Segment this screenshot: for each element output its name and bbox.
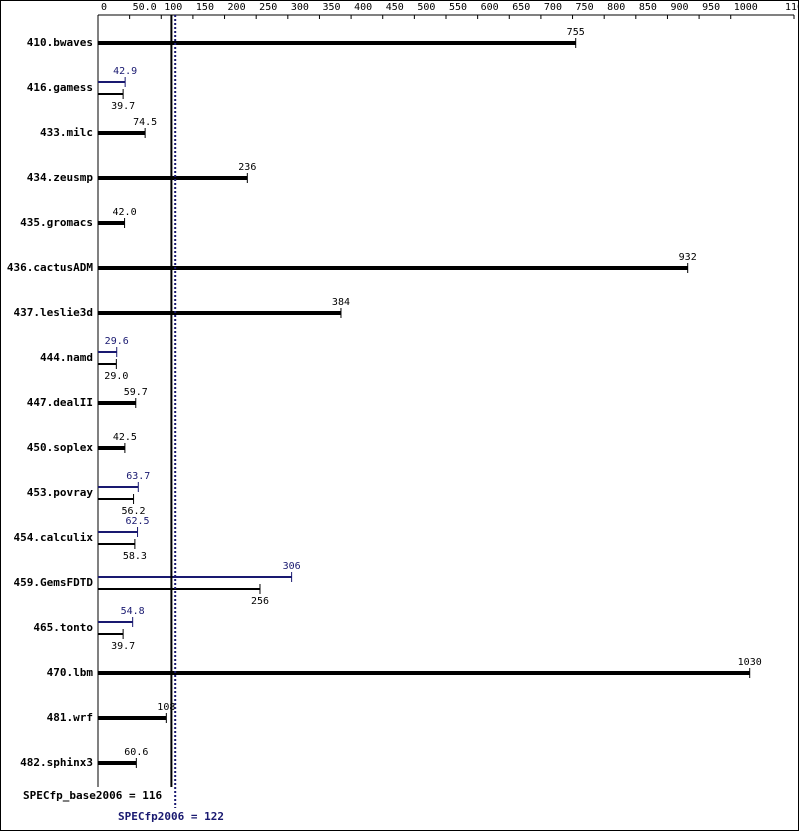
- x-tick-label: 300: [291, 2, 309, 13]
- value-label: 1030: [738, 657, 762, 668]
- value-label: 932: [679, 252, 697, 263]
- category-label: 465.tonto: [33, 621, 93, 634]
- x-tick-label: 1100: [785, 2, 799, 13]
- x-tick-label: 600: [481, 2, 499, 13]
- category-label: 450.soplex: [27, 441, 94, 454]
- category-label: 482.sphinx3: [20, 756, 93, 769]
- x-tick-label: 150: [196, 2, 214, 13]
- x-tick-label: 350: [322, 2, 340, 13]
- x-tick-label: 700: [544, 2, 562, 13]
- x-tick-label: 250: [259, 2, 277, 13]
- category-label: 447.dealII: [27, 396, 93, 409]
- x-tick-label: 800: [607, 2, 625, 13]
- value-label: 236: [238, 162, 256, 173]
- x-tick-label: 400: [354, 2, 372, 13]
- value-label: 755: [567, 27, 585, 38]
- x-tick-label: 100: [164, 2, 182, 13]
- value-label: 29.0: [104, 371, 128, 382]
- category-label: 416.gamess: [27, 81, 93, 94]
- category-label: 433.milc: [40, 126, 93, 139]
- value-label: 56.2: [122, 506, 146, 517]
- x-tick-label: 550: [449, 2, 467, 13]
- value-label: 59.7: [124, 387, 148, 398]
- category-label: 434.zeusmp: [27, 171, 94, 184]
- x-tick-label: 900: [670, 2, 688, 13]
- value-label: 60.6: [124, 747, 148, 758]
- category-label: 459.GemsFDTD: [14, 576, 94, 589]
- category-label: 470.lbm: [47, 666, 94, 679]
- category-label: 410.bwaves: [27, 36, 93, 49]
- value-label: 108: [157, 702, 175, 713]
- value-label: 42.0: [113, 207, 137, 218]
- x-tick-label: 650: [512, 2, 530, 13]
- category-label: 454.calculix: [14, 531, 94, 544]
- value-label: 29.6: [105, 336, 129, 347]
- category-label: 453.povray: [27, 486, 94, 499]
- value-label: 39.7: [111, 641, 135, 652]
- category-label: 481.wrf: [47, 711, 93, 724]
- value-label: 42.5: [113, 432, 137, 443]
- x-tick-label: 850: [639, 2, 657, 13]
- x-tick-label: 50.0: [133, 2, 157, 13]
- value-label: 54.8: [121, 606, 145, 617]
- category-label: 435.gromacs: [20, 216, 93, 229]
- value-label: 306: [283, 561, 301, 572]
- category-label: 437.leslie3d: [14, 306, 93, 319]
- value-label: 63.7: [126, 471, 150, 482]
- value-label: 42.9: [113, 66, 137, 77]
- x-tick-label: 0: [101, 2, 107, 13]
- x-tick-label: 500: [417, 2, 435, 13]
- value-label: 384: [332, 297, 350, 308]
- category-label: 444.namd: [40, 351, 93, 364]
- value-label: 58.3: [123, 551, 147, 562]
- x-tick-label: 1000: [734, 2, 758, 13]
- x-tick-label: 950: [702, 2, 720, 13]
- x-tick-label: 450: [386, 2, 404, 13]
- value-label: 256: [251, 596, 269, 607]
- x-tick-label: 750: [576, 2, 594, 13]
- value-label: 39.7: [111, 101, 135, 112]
- value-label: 62.5: [125, 516, 149, 527]
- x-tick-label: 200: [228, 2, 246, 13]
- value-label: 74.5: [133, 117, 157, 128]
- reference-label: SPECfp2006 = 122: [118, 810, 224, 823]
- reference-label: SPECfp_base2006 = 116: [23, 789, 162, 802]
- category-label: 436.cactusADM: [7, 261, 93, 274]
